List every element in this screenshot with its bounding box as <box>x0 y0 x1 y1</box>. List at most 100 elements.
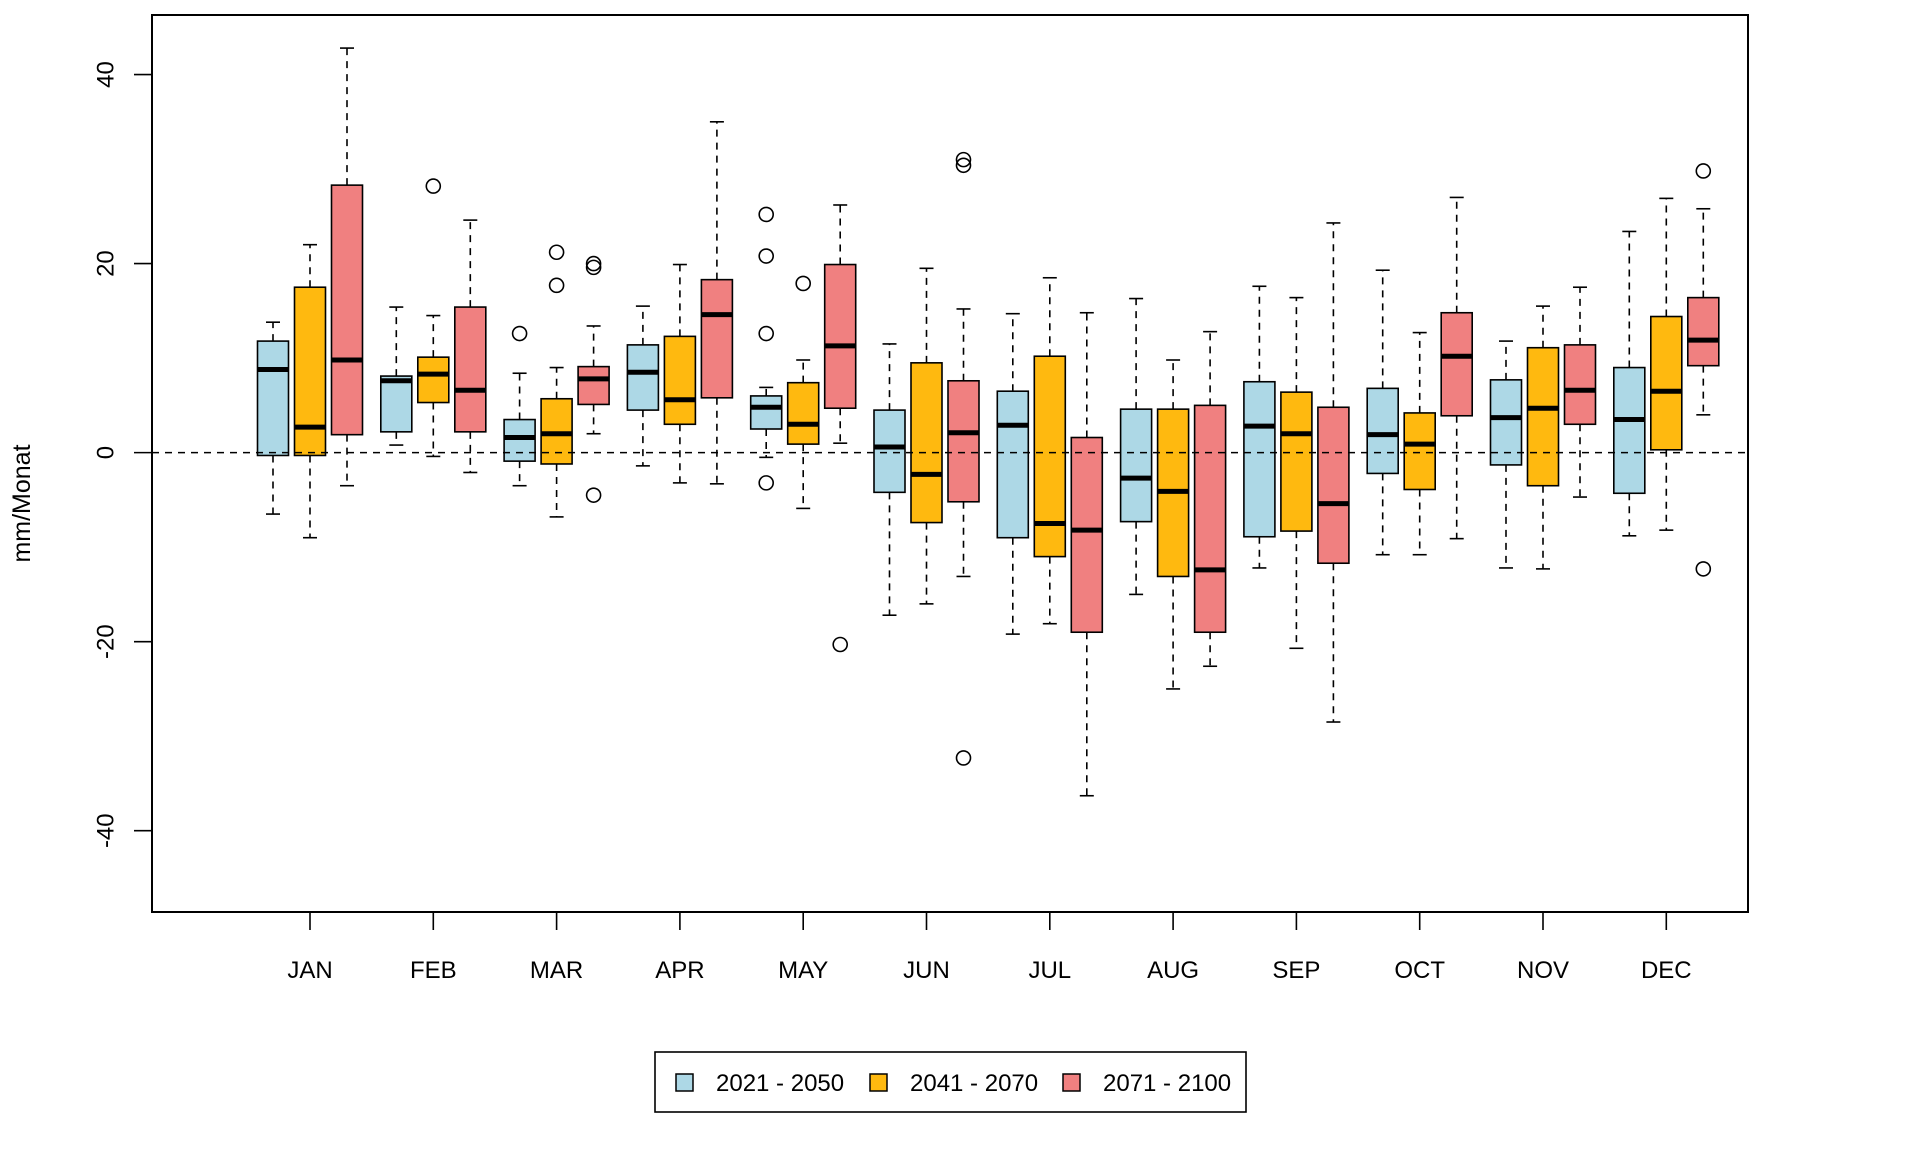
outlier-point <box>832 636 849 653</box>
series-2021-2050 <box>256 206 1646 635</box>
x-tick-label-jul: JUL <box>1028 957 1071 984</box>
x-tick-label-aug: AUG <box>1147 957 1199 984</box>
iqr-box <box>379 375 413 433</box>
x-tick-label-oct: OCT <box>1394 957 1445 984</box>
outlier-point <box>955 750 972 766</box>
outlier-point <box>955 157 972 174</box>
legend: 2021 - 2050 2041 - 2070 2071 - 2100 <box>654 1051 1247 1113</box>
box-feb-0 <box>379 306 413 446</box>
y-tick-label: -20 <box>93 624 120 659</box>
plot-area <box>256 47 1720 797</box>
box-apr-2 <box>700 121 734 485</box>
x-tick-label-may: MAY <box>778 957 828 984</box>
box-dec-2 <box>1687 163 1720 577</box>
iqr-box <box>1070 436 1104 634</box>
outlier-point <box>1695 561 1712 577</box>
iqr-box <box>996 390 1030 539</box>
x-tick-label-sep: SEP <box>1272 957 1320 984</box>
box-sep-2 <box>1317 222 1350 723</box>
iqr-box <box>1526 346 1560 487</box>
box-may-0 <box>749 206 783 491</box>
box-feb-2 <box>453 219 487 474</box>
iqr-box <box>626 344 660 411</box>
x-tick-label-dec: DEC <box>1641 957 1692 984</box>
iqr-box <box>947 379 980 503</box>
iqr-box <box>256 340 290 457</box>
iqr-box <box>749 395 783 430</box>
iqr-box <box>663 335 697 426</box>
iqr-box <box>416 356 450 404</box>
box-mar-0 <box>503 325 536 487</box>
outlier-point <box>585 255 602 272</box>
iqr-box <box>1650 315 1683 451</box>
legend-label: 2041 - 2070 <box>910 1070 1038 1097</box>
box-oct-2 <box>1440 196 1473 540</box>
box-dec-0 <box>1613 230 1646 537</box>
y-axis-label: mm/Monat <box>8 444 36 562</box>
x-tick-label-nov: NOV <box>1517 957 1569 984</box>
outlier-point <box>585 487 602 503</box>
iqr-box <box>1317 406 1350 565</box>
iqr-box <box>910 362 943 524</box>
box-jun-1 <box>910 267 943 605</box>
iqr-box <box>330 184 364 436</box>
box-jan-0 <box>256 321 290 515</box>
box-aug-0 <box>1119 297 1153 596</box>
iqr-box <box>1613 366 1646 495</box>
outlier-point <box>585 259 602 276</box>
iqr-box <box>1687 296 1720 367</box>
box-aug-2 <box>1193 330 1227 668</box>
box-mar-2 <box>577 255 610 503</box>
box-nov-2 <box>1563 286 1597 498</box>
outlier-point <box>425 178 442 194</box>
legend-frame <box>654 1051 1247 1113</box>
box-may-1 <box>786 275 820 510</box>
box-jun-0 <box>873 343 906 617</box>
box-jun-2 <box>947 151 980 766</box>
iqr-box <box>1033 355 1067 558</box>
outlier-point <box>758 206 775 223</box>
outlier-point <box>548 277 565 294</box>
box-jul-1 <box>1033 276 1067 625</box>
box-feb-1 <box>416 178 450 458</box>
legend-swatch <box>675 1073 694 1092</box>
outlier-point <box>758 248 775 264</box>
box-jan-2 <box>330 47 364 487</box>
box-apr-0 <box>626 305 660 467</box>
outlier-point <box>795 275 812 292</box>
box-nov-1 <box>1526 305 1560 570</box>
box-sep-1 <box>1280 296 1313 650</box>
legend-swatch <box>1062 1073 1081 1092</box>
y-tick-label: 40 <box>93 61 120 88</box>
y-tick-label: 0 <box>93 446 120 459</box>
box-jan-1 <box>293 243 327 539</box>
outlier-point <box>758 475 775 491</box>
outlier-point <box>955 151 972 168</box>
legend-label: 2021 - 2050 <box>716 1070 844 1097</box>
iqr-box <box>1440 311 1473 417</box>
plot-frame <box>151 14 1749 913</box>
iqr-box <box>577 365 610 406</box>
iqr-box <box>1243 380 1276 538</box>
iqr-box <box>1366 387 1399 475</box>
outlier-point <box>1695 163 1712 179</box>
box-dec-1 <box>1650 197 1683 531</box>
iqr-box <box>503 418 536 462</box>
legend-label: 2071 - 2100 <box>1103 1070 1231 1097</box>
box-nov-0 <box>1489 340 1523 569</box>
x-tick-label-mar: MAR <box>530 957 583 984</box>
iqr-box <box>1403 412 1436 491</box>
x-tick-label-jan: JAN <box>287 957 332 984</box>
box-oct-1 <box>1403 331 1436 556</box>
box-jul-2 <box>1070 311 1104 797</box>
iqr-box <box>823 263 857 410</box>
outlier-point <box>511 325 528 342</box>
series-2041-2070 <box>293 178 1683 690</box>
iqr-box <box>1563 344 1597 426</box>
box-apr-1 <box>663 263 697 484</box>
iqr-box <box>453 306 487 433</box>
box-may-2 <box>823 204 857 653</box>
iqr-box <box>293 286 327 457</box>
y-axis: -40 -20 0 20 40 <box>93 61 152 848</box>
